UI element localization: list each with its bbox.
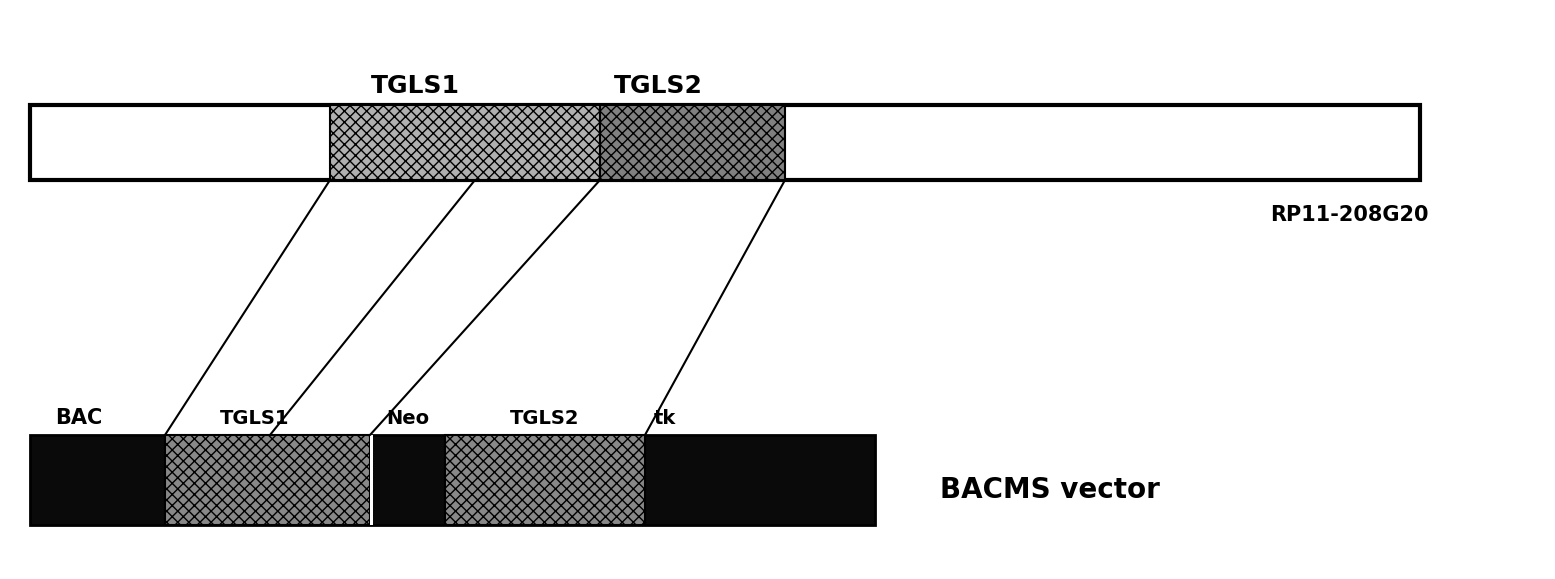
Bar: [445, 435, 645, 525]
Text: TGLS2: TGLS2: [510, 409, 580, 428]
Text: BACMS vector: BACMS vector: [941, 476, 1160, 504]
Text: TGLS2: TGLS2: [614, 74, 703, 98]
Bar: [30, 105, 1420, 180]
Bar: [370, 435, 373, 525]
Bar: [600, 105, 785, 180]
Text: RP11-208G20: RP11-208G20: [1270, 205, 1429, 225]
Bar: [30, 435, 875, 525]
Text: BAC: BAC: [54, 408, 103, 428]
Text: Neo: Neo: [387, 409, 429, 428]
Text: TGLS1: TGLS1: [221, 409, 289, 428]
Bar: [165, 435, 370, 525]
Text: tk: tk: [653, 409, 676, 428]
Bar: [330, 105, 600, 180]
Text: TGLS1: TGLS1: [370, 74, 459, 98]
